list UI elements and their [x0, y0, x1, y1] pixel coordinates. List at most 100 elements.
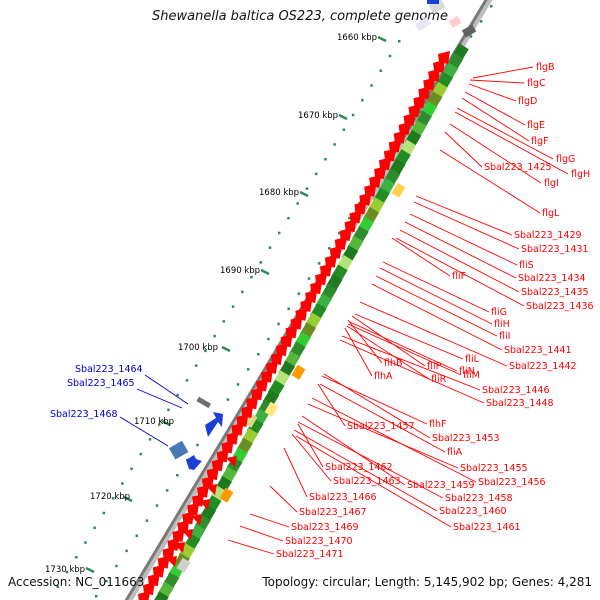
minor-tick-dot: [287, 216, 290, 220]
gene-label[interactable]: Sbal223_1446: [482, 385, 550, 396]
leader-line: [291, 433, 332, 482]
gene-arrow-forward: [423, 77, 436, 91]
gene-arrow-forward: [182, 529, 193, 540]
gene-label[interactable]: Sbal223_1469: [291, 522, 359, 533]
gene-label[interactable]: Sbal223_1441: [504, 345, 572, 356]
kbp-tick-labels: 1660 kbp 1670 kbp 1680 kbp 1690 kbp 1700…: [45, 33, 377, 575]
gene-label[interactable]: flgF: [531, 136, 548, 147]
gene-arrow-forward: [364, 183, 377, 197]
gene-label[interactable]: Sbal223_1457: [347, 421, 415, 432]
minor-tick-dot: [121, 482, 124, 485]
gene-label[interactable]: fliI: [499, 331, 510, 342]
gene-label[interactable]: flgD: [518, 96, 537, 107]
gene-label[interactable]: fliH: [494, 319, 510, 330]
gene-label[interactable]: flgB: [536, 62, 555, 73]
gene-label[interactable]: Sbal223_1455: [460, 463, 528, 474]
gene-label[interactable]: Sbal223_1462: [325, 462, 393, 473]
gene-label[interactable]: Sbal223_1448: [486, 398, 554, 409]
gene-label[interactable]: flgC: [527, 78, 546, 89]
gene-label[interactable]: fliL: [465, 354, 480, 365]
gene-rect-steelblue[interactable]: [168, 440, 189, 460]
left-side-genes[interactable]: [168, 0, 477, 470]
gene-label[interactable]: Sbal223_1431: [521, 244, 589, 255]
gene-label[interactable]: Sbal223_1435: [521, 287, 589, 298]
gene-arrow-forward: [162, 546, 175, 560]
gene-block-accent: [176, 557, 191, 573]
gene-label[interactable]: fliP: [427, 361, 442, 372]
gene-arrow-forward: [295, 307, 308, 321]
minor-tick-dot: [222, 320, 226, 323]
gene-label[interactable]: fliM: [463, 370, 480, 381]
gene-label[interactable]: Sbal223_1434: [518, 273, 586, 284]
gene-arrow-forward: [275, 343, 288, 357]
gene-label[interactable]: fliG: [491, 307, 507, 318]
gene-label[interactable]: fliF: [452, 271, 466, 282]
gene-label[interactable]: Sbal223_1436: [526, 301, 594, 312]
gene-label[interactable]: flhA: [374, 371, 393, 382]
gene-label[interactable]: flgG: [556, 154, 575, 165]
gene-rect-gray[interactable]: [461, 24, 477, 38]
gene-label[interactable]: fliA: [447, 447, 463, 458]
gene-arrow-forward: [359, 192, 372, 206]
gene-rect-lightgray[interactable]: [414, 17, 432, 31]
gene-label[interactable]: Sbal223_1461: [453, 522, 521, 533]
gene-label[interactable]: fliR: [431, 374, 447, 385]
gene-label[interactable]: Sbal223_1470: [285, 536, 353, 547]
minor-tick-dot: [196, 443, 199, 447]
forward-strand-genes[interactable]: [138, 51, 450, 600]
gene-arrow-forward: [344, 219, 357, 233]
gene-label[interactable]: Sbal223_1464: [75, 364, 143, 375]
gene-rect-gray[interactable]: [196, 396, 212, 409]
gene-label[interactable]: Sbal223_1459: [407, 480, 475, 491]
gene-label[interactable]: Sbal223_1463: [333, 476, 401, 487]
minor-tick-dot: [135, 534, 139, 537]
minor-tick-dot: [213, 334, 216, 338]
minor-tick-dot: [165, 489, 169, 492]
gene-arrow-forward: [206, 484, 217, 495]
gene-label[interactable]: flhB: [384, 358, 403, 369]
gene-label[interactable]: flgI: [544, 178, 559, 189]
minor-tick-dot: [348, 216, 351, 220]
leader-line: [382, 261, 490, 313]
gene-label[interactable]: Sbal223_1429: [514, 230, 582, 241]
minor-tick-dot: [338, 231, 341, 235]
gene-block-accent: [243, 412, 258, 428]
leader-line: [379, 267, 493, 325]
gene-rect-gray[interactable]: [428, 0, 446, 14]
gene-label[interactable]: Sbal223_1468: [50, 409, 118, 420]
gene-label[interactable]: Sbal223_1471: [276, 549, 344, 560]
gene-labels-right[interactable]: flgB flgC flgD flgE flgF flgG flgH Sbal2…: [276, 62, 594, 560]
gene-label[interactable]: fliN: [459, 366, 475, 377]
gene-arrow-forward: [157, 555, 170, 569]
gene-label[interactable]: flgL: [542, 208, 560, 219]
gene-label[interactable]: Sbal223_1466: [309, 492, 377, 503]
gene-rect-blue[interactable]: [427, 0, 439, 4]
kbp-tick: [85, 566, 95, 574]
minor-tick-dot: [176, 473, 179, 477]
gene-label[interactable]: Sbal223_1460: [439, 506, 507, 517]
gene-label[interactable]: flgE: [527, 120, 545, 131]
gene-labels-left[interactable]: Sbal223_1464 Sbal223_1465 Sbal223_1468: [50, 364, 143, 420]
gene-label[interactable]: Sbal223_1453: [432, 433, 500, 444]
gene-arrow-forward: [187, 502, 200, 516]
minor-tick-dot: [317, 262, 321, 265]
gene-label[interactable]: Sbal223_1425: [484, 162, 552, 173]
gene-label[interactable]: flhF: [429, 419, 446, 430]
kbp-tick: [221, 345, 231, 353]
gene-rect-pink[interactable]: [448, 16, 462, 28]
gene-label[interactable]: fliS: [519, 260, 534, 271]
gene-block-accent: [219, 487, 234, 503]
gene-label[interactable]: Sbal223_1456: [478, 477, 546, 488]
gene-label[interactable]: Sbal223_1465: [67, 378, 135, 389]
gene-label[interactable]: Sbal223_1467: [299, 507, 367, 518]
kbp-label: 1700 kbp: [178, 343, 218, 353]
gene-arrow-blue[interactable]: [186, 455, 202, 470]
gene-label[interactable]: Sbal223_1458: [445, 493, 513, 504]
minor-tick-dot: [167, 408, 170, 412]
gene-label[interactable]: flgH: [571, 169, 590, 180]
gene-arrow-blue[interactable]: [205, 412, 223, 437]
gene-label[interactable]: Sbal223_1442: [509, 361, 577, 372]
minor-tick-dot: [226, 398, 230, 401]
minor-tick-dot: [231, 305, 235, 308]
